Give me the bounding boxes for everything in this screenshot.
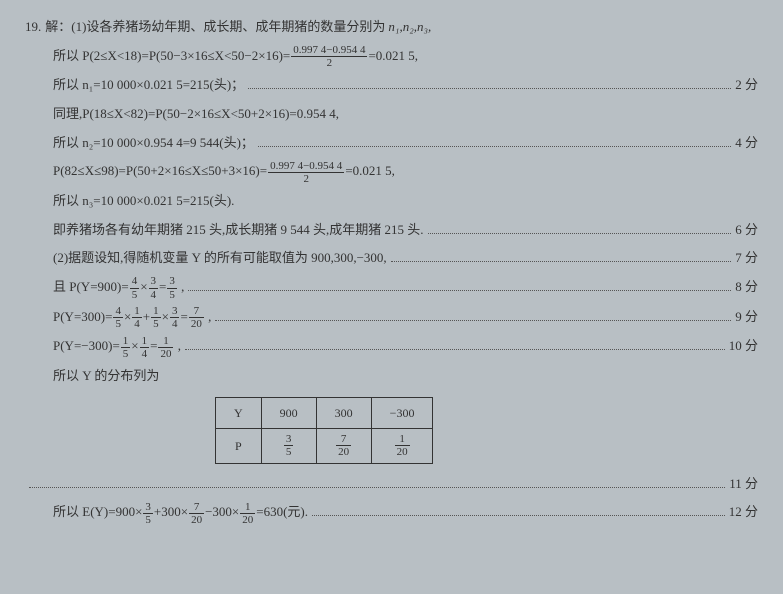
line-content: 所以 n₁=10 000×0.021 5=215(头)；	[53, 73, 244, 98]
score-label: 7 分	[735, 246, 758, 271]
dots-leader	[29, 487, 725, 488]
score-label: 10 分	[729, 334, 758, 359]
line-content: P(Y=−300)=15×14=120 ,	[53, 334, 181, 360]
table-cell: 720	[316, 429, 371, 463]
expect-prefix: 所以 E(Y)=900×	[53, 504, 142, 519]
solution-line: (2)据题设知,得随机变量 Y 的所有可能取值为 900,300,−300, 7 …	[53, 246, 758, 271]
dots-leader	[258, 146, 731, 147]
line-content: 同理,P(18≤X<82)=P(50−2×16≤X<50+2×16)=0.954…	[53, 102, 339, 127]
score-label: 8 分	[735, 275, 758, 300]
line-content: (2)据题设知,得随机变量 Y 的所有可能取值为 900,300,−300,	[53, 246, 387, 271]
line-content: 所以 n₂=10 000×0.954 4=9 544(头)；	[53, 131, 254, 156]
solution-line: 所以 n₂=10 000×0.954 4=9 544(头)； 4 分	[53, 131, 758, 156]
dots-leader	[428, 233, 732, 234]
table-cell: 900	[261, 397, 316, 429]
question-header: 19. 解：(1)设各养猪场幼年期、成长期、成年期猪的数量分别为 n₁,n₂,n…	[25, 15, 758, 40]
expectation-line: 所以 E(Y)=900×35+300×720−300×120=630(元). 1…	[53, 500, 758, 526]
dots-leader	[312, 515, 725, 516]
probability-line: 且 P(Y=900)=45×34=35 , 8 分	[53, 275, 758, 301]
solution-line: P(82≤X≤98)=P(50+2×16≤X≤50+3×16)=0.997 4−…	[53, 159, 758, 185]
dots-leader	[391, 261, 732, 262]
table-score-line: 11 分	[25, 472, 758, 497]
solution-line: 所以 n₃=10 000×0.021 5=215(头).	[53, 189, 758, 214]
line-content: P(82≤X≤98)=P(50+2×16≤X≤50+3×16)=0.997 4−…	[53, 159, 395, 185]
score-label: 9 分	[735, 305, 758, 330]
line-content: 所以 P(2≤X<18)=P(50−3×16≤X<50−2×16)=0.997 …	[53, 44, 418, 70]
line-content: 所以 n₃=10 000×0.021 5=215(头).	[53, 189, 234, 214]
distribution-table: Y 900 300 −300 P 35 720 120	[215, 397, 433, 464]
dots-leader	[248, 88, 731, 89]
intro-text: 解：(1)设各养猪场幼年期、成长期、成年期猪的数量分别为	[45, 15, 385, 40]
solution-line: 所以 n₁=10 000×0.021 5=215(头)； 2 分	[53, 73, 758, 98]
solution-line: 同理,P(18≤X<82)=P(50−2×16≤X<50+2×16)=0.954…	[53, 102, 758, 127]
distribution-label-line: 所以 Y 的分布列为	[53, 364, 758, 389]
line-content: P(Y=300)=45×14+15×34=720 ,	[53, 305, 211, 331]
table-cell: 35	[261, 429, 316, 463]
score-label: 2 分	[735, 73, 758, 98]
dots-leader	[188, 290, 731, 291]
solution-line: 即养猪场各有幼年期猪 215 头,成长期猪 9 544 头,成年期猪 215 头…	[53, 218, 758, 243]
line-content: 即养猪场各有幼年期猪 215 头,成长期猪 9 544 头,成年期猪 215 头…	[53, 218, 424, 243]
table-cell-p: P	[216, 429, 262, 463]
score-label: 4 分	[735, 131, 758, 156]
solution-line: 所以 P(2≤X<18)=P(50−3×16≤X<50−2×16)=0.997 …	[53, 44, 758, 70]
table-cell: 120	[371, 429, 433, 463]
score-label: 6 分	[735, 218, 758, 243]
score-label: 12 分	[729, 500, 758, 525]
expectation-content: 所以 E(Y)=900×35+300×720−300×120=630(元).	[53, 500, 308, 526]
question-number: 19.	[25, 15, 41, 40]
table-row: Y 900 300 −300	[216, 397, 433, 429]
expect-suffix: =630(元).	[256, 504, 308, 519]
table-row: P 35 720 120	[216, 429, 433, 463]
dots-leader	[185, 349, 725, 350]
distribution-label: 所以 Y 的分布列为	[53, 364, 159, 389]
dots-leader	[215, 320, 731, 321]
probability-line: P(Y=300)=45×14+15×34=720 , 9 分	[53, 305, 758, 331]
line-content: 且 P(Y=900)=45×34=35 ,	[53, 275, 184, 301]
intro-vars: n₁,n₂,n₃,	[388, 15, 431, 40]
table-cell: −300	[371, 397, 433, 429]
score-label: 11 分	[729, 472, 758, 497]
table-cell: 300	[316, 397, 371, 429]
probability-line: P(Y=−300)=15×14=120 , 10 分	[53, 334, 758, 360]
table-cell-y: Y	[216, 397, 262, 429]
